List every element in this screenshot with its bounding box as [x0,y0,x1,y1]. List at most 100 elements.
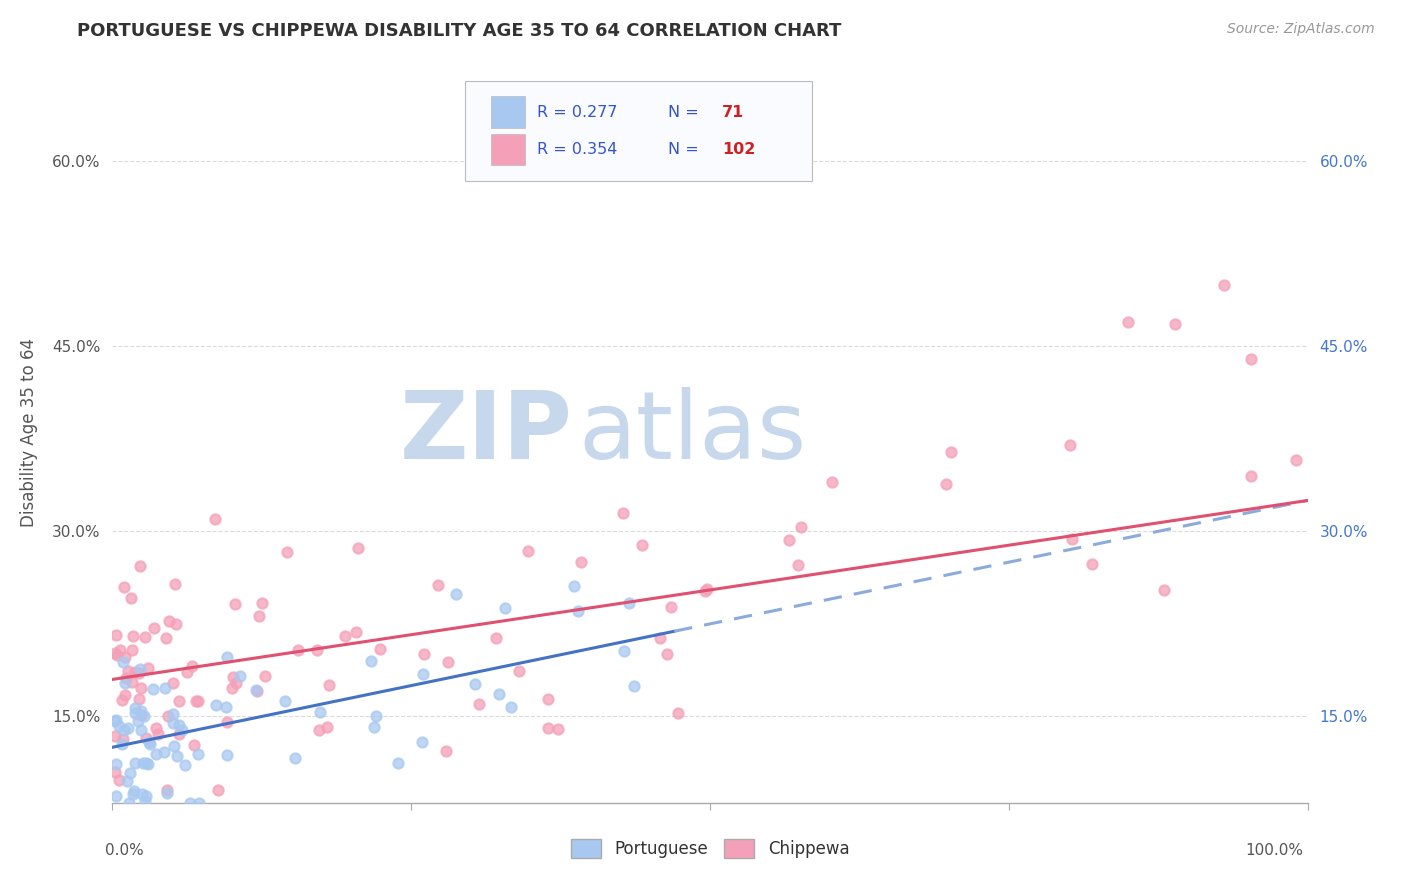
Point [1285,453,1308,467]
Point [187,693,209,707]
Point [148,726,170,740]
Text: 100.0%: 100.0% [1246,843,1303,858]
Point [114,580,136,594]
Point [344,625,367,640]
Point [162,715,184,730]
Point [309,705,332,719]
Point [1080,558,1102,572]
Point [129,723,152,738]
Point [121,675,143,690]
Point [131,756,153,770]
Point [124,706,146,721]
Point [501,700,523,714]
Point [112,655,135,669]
Point [184,694,207,708]
Point [617,596,640,610]
Point [315,720,337,734]
Point [104,713,127,727]
Text: 102: 102 [723,142,755,157]
Point [623,679,645,693]
Point [166,749,188,764]
Point [155,681,177,696]
Point [121,643,143,657]
Point [129,662,152,676]
Point [187,747,209,761]
Point [131,787,153,801]
Point [695,584,717,599]
Point [115,671,138,685]
Point [696,582,718,597]
Point [308,723,330,737]
Point [1240,351,1263,366]
Point [224,598,246,612]
Point [1213,277,1236,292]
Text: N =: N = [668,104,699,120]
Point [571,555,593,569]
Point [564,579,586,593]
Text: R = 0.354: R = 0.354 [537,142,617,157]
Text: N =: N = [668,142,699,157]
Point [104,729,127,743]
Point [120,765,142,780]
Point [136,661,159,675]
Point [468,697,491,711]
Point [162,707,184,722]
Point [172,723,194,738]
Point [444,587,467,601]
Point [163,739,186,753]
Point [368,641,391,656]
Point [129,558,152,573]
Point [136,756,159,771]
Point [517,543,540,558]
Point [217,650,239,665]
Point [252,595,274,609]
Point [111,731,134,746]
Point [1164,317,1187,331]
Point [464,677,486,691]
Point [1240,469,1263,483]
Point [675,148,697,162]
Point [181,659,204,673]
Point [124,701,146,715]
Point [128,692,150,706]
Point [124,665,146,680]
Point [138,734,160,748]
Point [152,745,174,759]
Point [108,719,131,733]
Point [117,721,139,735]
Point [104,646,127,660]
Point [111,692,134,706]
Point [1153,582,1175,597]
Point [114,675,136,690]
Point [120,591,142,606]
Point [156,786,179,800]
Point [114,649,136,664]
Point [225,676,247,690]
Point [179,796,201,810]
Point [145,747,167,762]
Point [284,751,307,765]
Point [778,533,800,547]
Point [205,698,228,712]
Point [276,545,298,559]
Point [129,681,152,696]
Point [188,796,211,810]
Point [111,737,134,751]
Legend: Portuguese, Chippewa: Portuguese, Chippewa [564,832,856,865]
FancyBboxPatch shape [465,81,811,181]
Point [108,643,131,657]
Point [112,723,135,737]
Point [1059,438,1081,452]
Point [387,756,409,770]
Point [167,694,190,708]
Point [789,520,811,534]
Point [305,642,328,657]
Point [135,756,157,770]
Point [105,789,128,804]
Point [128,665,150,680]
Point [485,631,508,645]
Point [567,604,589,618]
Point [105,628,128,642]
Point [165,616,187,631]
Point [363,720,385,734]
